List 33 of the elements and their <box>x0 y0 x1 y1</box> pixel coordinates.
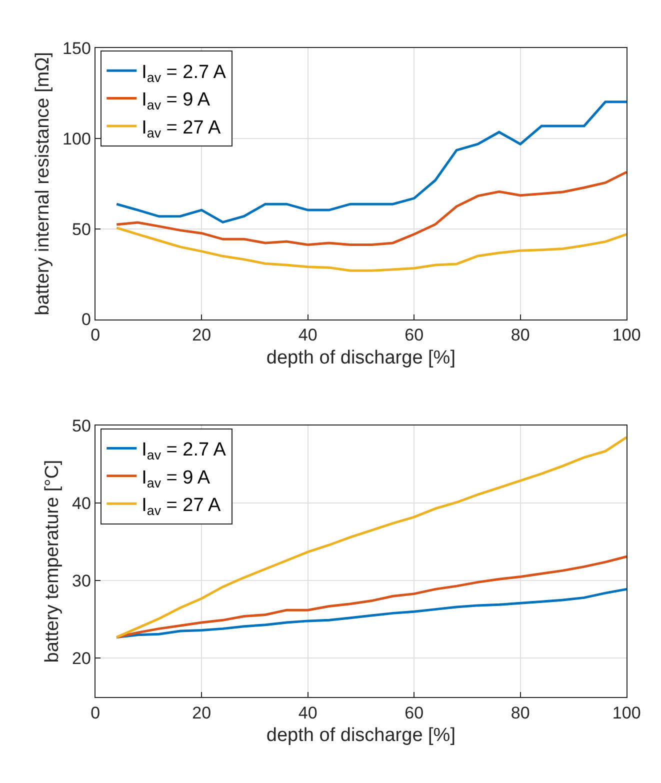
line-series <box>115 226 627 272</box>
x-tick-label: 40 <box>298 326 318 345</box>
x-tick-label: 40 <box>298 703 318 722</box>
x-tick-label: 60 <box>404 326 424 345</box>
y-tick-label: 20 <box>72 649 91 668</box>
y-tick-label: 50 <box>72 416 91 436</box>
y-axis-title: battery temperature [°C] <box>42 460 63 663</box>
y-tick-label: 50 <box>72 220 91 239</box>
y-axis-title: battery internal resistance [mΩ] <box>32 52 54 316</box>
legend-label: I$_{av}$ = 27 A <box>142 495 221 518</box>
x-tick-label: 80 <box>510 326 530 345</box>
x-tick-label: 60 <box>404 703 424 722</box>
y-tick-label: 40 <box>72 494 91 514</box>
x-tick-label: 20 <box>192 326 212 345</box>
legend-label: I$_{av}$ = 2.7 A <box>142 62 226 85</box>
y-tick-label: 0 <box>81 310 91 330</box>
legend-label: I$_{av}$ = 9 A <box>142 467 210 490</box>
legend-label: I$_{av}$ = 9 A <box>142 90 210 113</box>
y-tick-label: 150 <box>62 38 91 58</box>
x-tick-label: 100 <box>612 326 641 345</box>
legend-label: I$_{av}$ = 27 A <box>142 117 221 140</box>
x-tick-label: 80 <box>510 703 530 722</box>
line-series <box>115 588 627 638</box>
line-series <box>115 436 627 638</box>
x-axis-title: depth of discharge [%] <box>266 725 456 746</box>
x-tick-label: 20 <box>192 703 212 722</box>
line-series <box>115 555 627 638</box>
y-tick-label: 100 <box>62 129 91 148</box>
x-tick-label: 100 <box>612 703 641 722</box>
line-series <box>115 170 627 246</box>
legend-label: I$_{av}$ = 2.7 A <box>142 440 226 463</box>
x-axis-title: depth of discharge [%] <box>266 347 456 368</box>
y-tick-label: 30 <box>72 572 91 591</box>
